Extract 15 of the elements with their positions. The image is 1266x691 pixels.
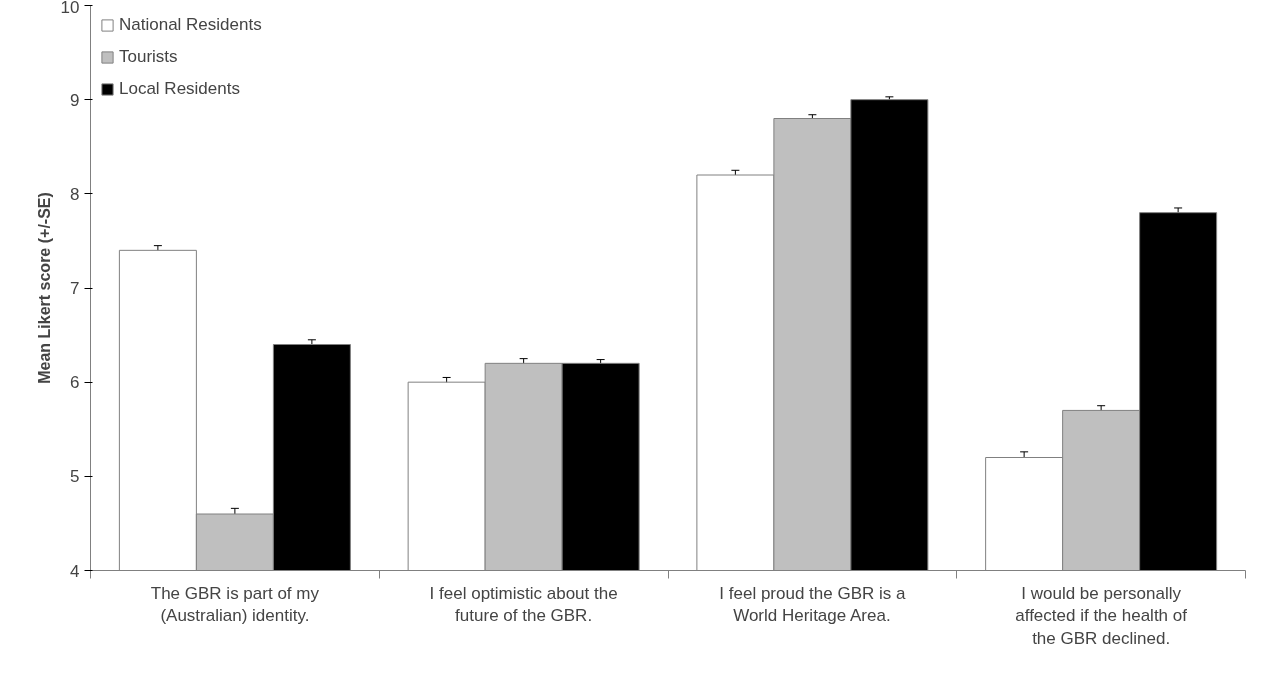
x-tick-label: The GBR is part of my (Australian) identity. <box>150 583 320 626</box>
y-tick-label: 4 <box>70 561 80 581</box>
y-tick-label: 5 <box>70 467 80 487</box>
x-tick-label: I feel proud the GBR is a World Heritage Area. <box>719 583 906 626</box>
y-tick-label: 7 <box>70 279 80 298</box>
y-tick-label: 9 <box>70 90 80 110</box>
legend-label: Local Residents <box>119 79 240 99</box>
y-tick-label: 6 <box>70 373 80 393</box>
y-tick-label: 10 <box>60 0 80 17</box>
y-axis-title: Mean Likert score (+/-SE) <box>35 192 53 384</box>
legend-label: Tourists <box>119 47 178 67</box>
y-tick-label: 8 <box>70 184 80 204</box>
x-tick-label: I would be personally affected if the health of the GBR declined. <box>1015 583 1188 649</box>
x-tick-label: I feel optimistic about the future of the GBR. <box>429 583 618 626</box>
legend-label: National Residents <box>119 15 262 35</box>
